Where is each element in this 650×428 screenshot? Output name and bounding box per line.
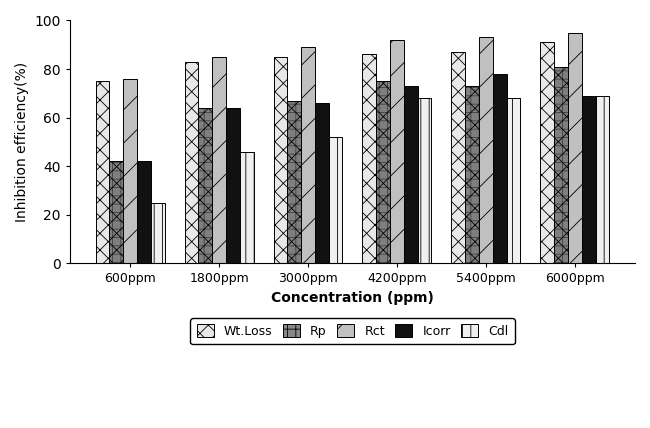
Bar <box>301 47 315 263</box>
Bar <box>198 108 212 263</box>
Bar <box>226 108 240 263</box>
Bar <box>493 74 506 263</box>
Bar <box>465 86 479 263</box>
Bar <box>506 98 521 263</box>
Bar <box>465 86 479 263</box>
Bar <box>363 54 376 263</box>
Bar <box>582 96 595 263</box>
Bar <box>554 67 568 263</box>
Bar <box>96 81 109 263</box>
Bar <box>315 103 329 263</box>
X-axis label: Concentration (ppm): Concentration (ppm) <box>271 291 434 305</box>
Bar <box>287 101 301 263</box>
Bar <box>376 81 390 263</box>
Bar <box>554 67 568 263</box>
Bar <box>452 52 465 263</box>
Bar <box>479 38 493 263</box>
Bar <box>198 108 212 263</box>
Bar <box>376 81 390 263</box>
Bar <box>595 96 609 263</box>
Bar <box>109 161 124 263</box>
Bar <box>390 40 404 263</box>
Legend: Wt.Loss, Rp, Rct, Icorr, Cdl: Wt.Loss, Rp, Rct, Icorr, Cdl <box>190 318 515 344</box>
Bar <box>124 79 137 263</box>
Bar <box>404 86 418 263</box>
Bar <box>287 101 301 263</box>
Y-axis label: Inhibition efficiency(%): Inhibition efficiency(%) <box>15 62 29 222</box>
Bar <box>109 161 124 263</box>
Bar <box>185 62 198 263</box>
Bar <box>151 202 164 263</box>
Bar <box>329 137 343 263</box>
Bar <box>212 57 226 263</box>
Bar <box>274 57 287 263</box>
Bar <box>568 33 582 263</box>
Bar <box>418 98 432 263</box>
Bar <box>540 42 554 263</box>
Bar <box>240 152 254 263</box>
Bar <box>137 161 151 263</box>
